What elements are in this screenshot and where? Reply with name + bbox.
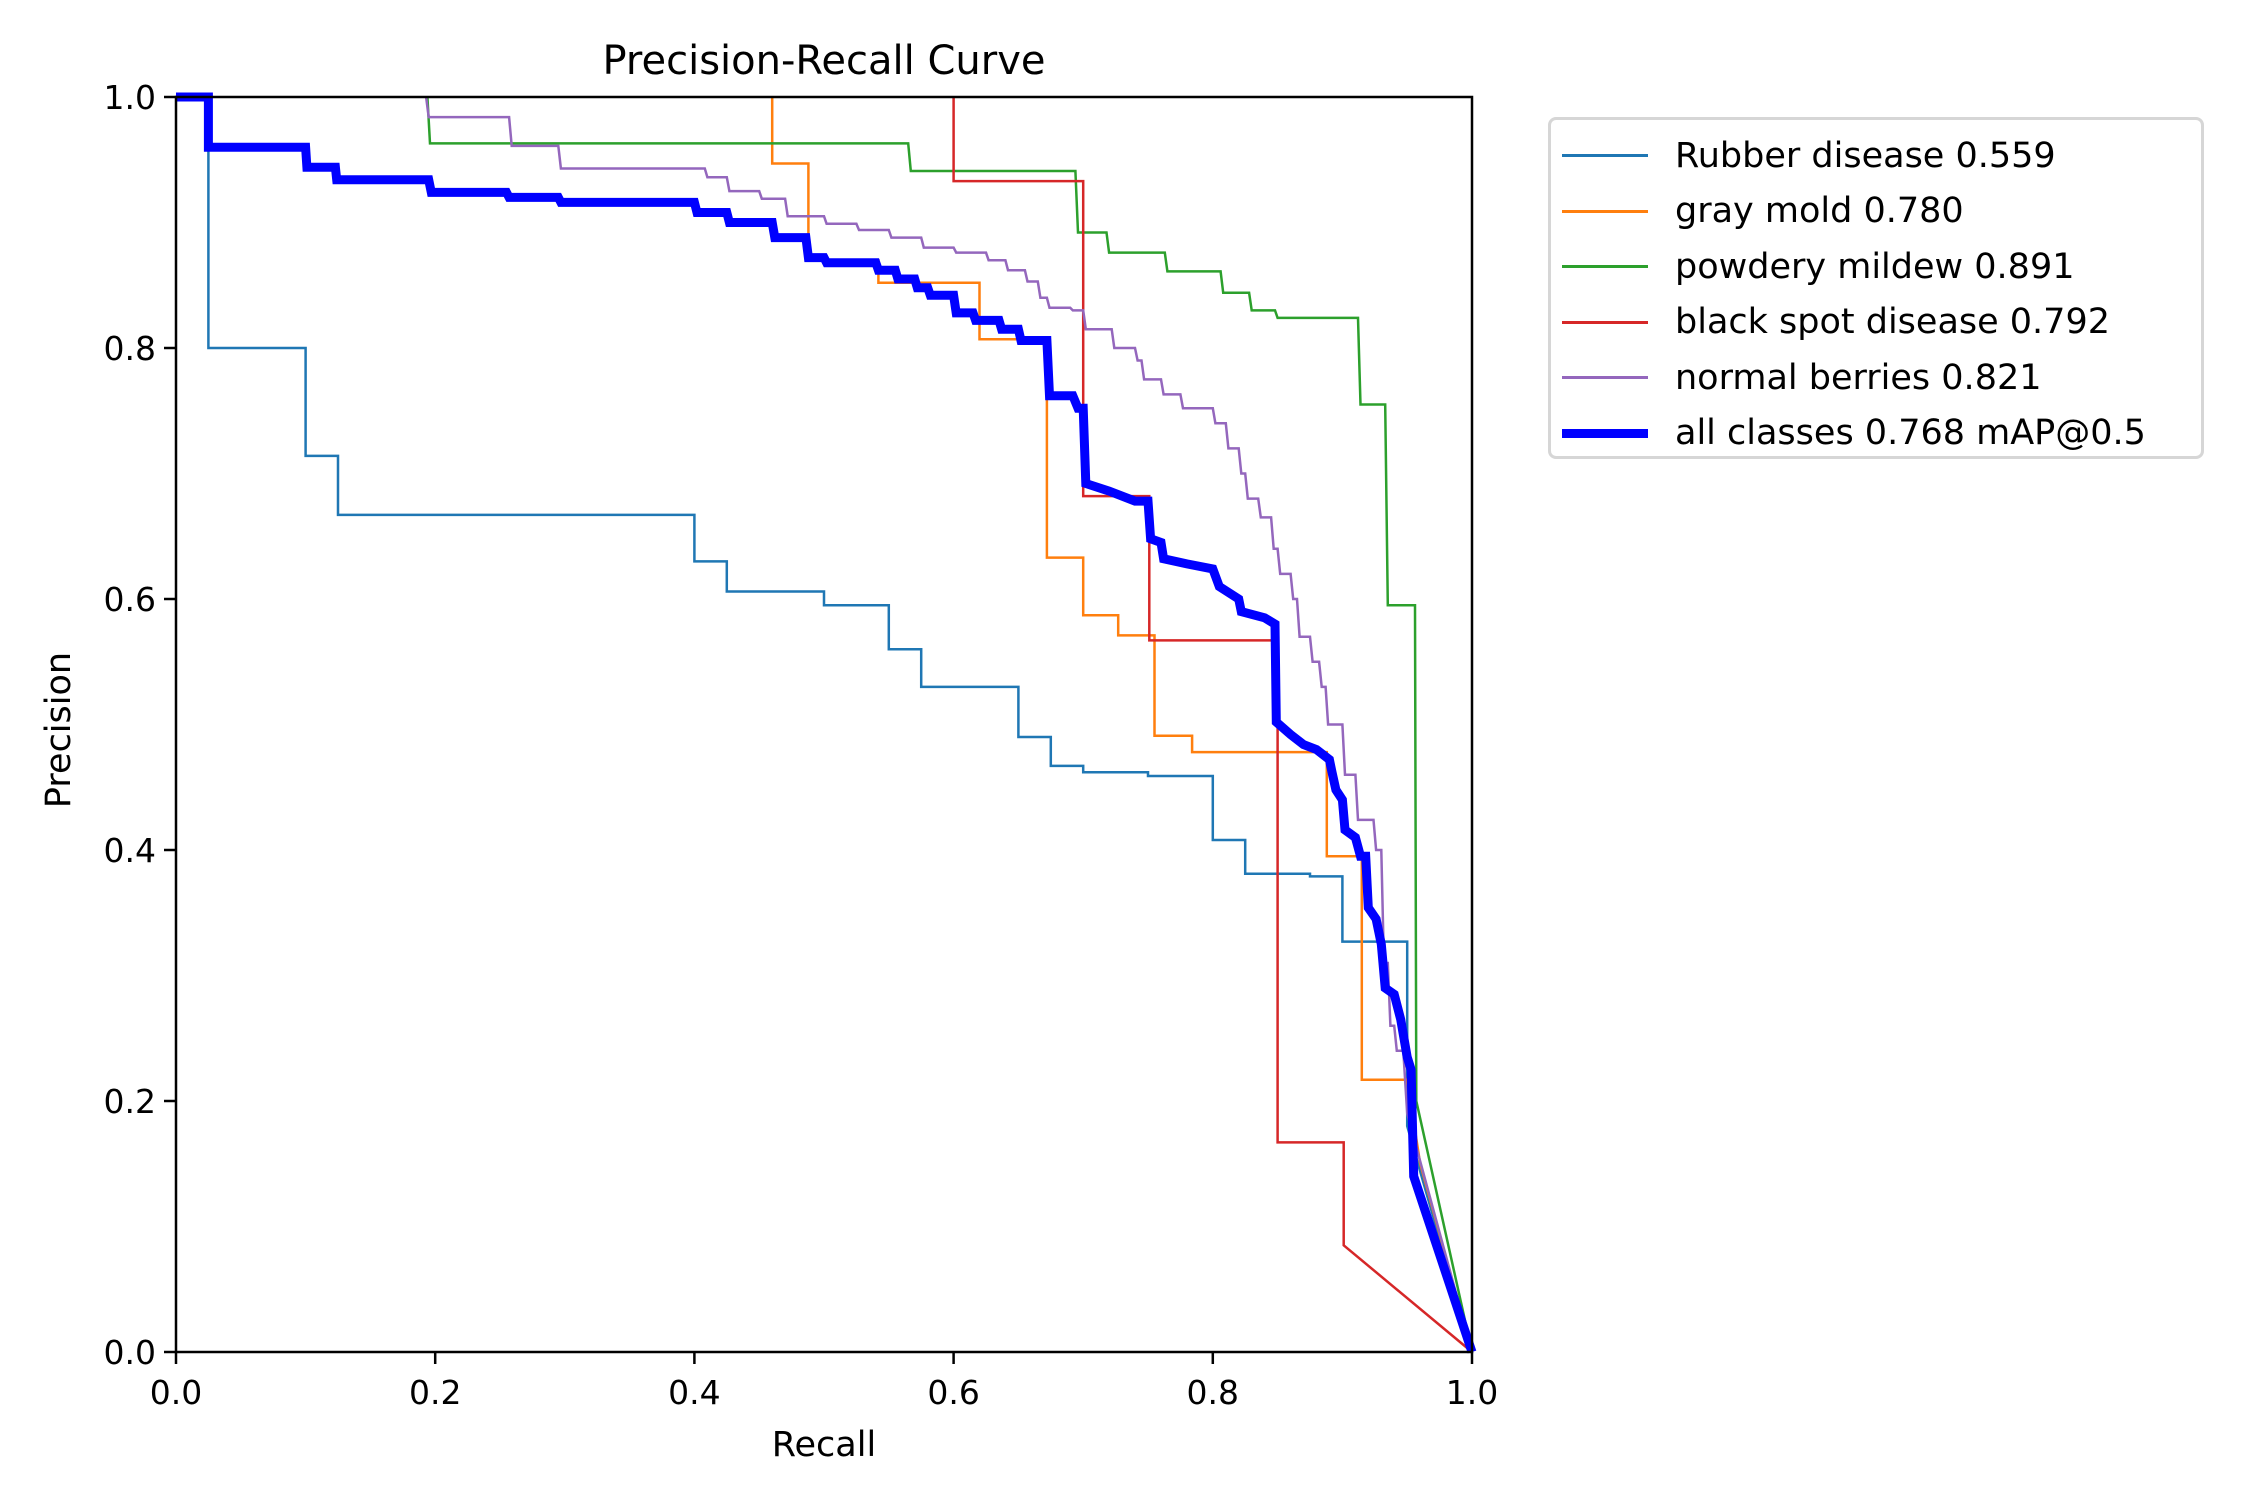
- x-axis: 0.0 0.2 0.4 0.6 0.8 1.0: [150, 1352, 1498, 1412]
- series-line-4: [424, 96, 1474, 1353]
- legend-swatch: [1562, 320, 1648, 324]
- series-line-5: [176, 92, 1477, 1354]
- x-tick-label: 0.8: [1187, 1373, 1239, 1412]
- plot-frame: [174, 95, 1474, 1354]
- x-axis-label: Recall: [772, 1425, 876, 1465]
- y-tick-label: 0.6: [104, 580, 156, 619]
- y-tick-label: 0.2: [104, 1082, 156, 1121]
- chart-title: Precision-Recall Curve: [603, 38, 1046, 84]
- legend-item: gray mold 0.780: [1551, 184, 2201, 239]
- x-tick-label: 0.2: [409, 1373, 461, 1412]
- legend-label: black spot disease 0.792: [1675, 302, 2110, 342]
- legend-swatch: [1562, 376, 1648, 379]
- legend-label: Rubber disease 0.559: [1675, 135, 2056, 176]
- series-line-1: [770, 97, 1474, 1353]
- legend-item: Rubber disease 0.559: [1551, 128, 2201, 183]
- x-tick-label: 0.4: [668, 1373, 720, 1412]
- legend: Rubber disease 0.559 gray mold 0.780 powde…: [1548, 117, 2204, 459]
- series-line-2: [426, 96, 1474, 1353]
- legend-swatch: [1562, 428, 1648, 438]
- x-tick-label: 1.0: [1446, 1373, 1498, 1412]
- legend-swatch: [1562, 154, 1648, 157]
- legend-swatch: [1562, 265, 1648, 268]
- legend-label: gray mold 0.780: [1675, 191, 1964, 231]
- legend-item: all classes 0.768 mAP@0.5: [1551, 406, 2201, 461]
- y-tick-label: 0.4: [104, 831, 156, 870]
- y-tick-label: 1.0: [104, 78, 156, 117]
- series-line-3: [952, 97, 1473, 1353]
- legend-label: powdery mildew 0.891: [1675, 246, 2075, 287]
- legend-item: normal berries 0.821: [1551, 350, 2201, 405]
- legend-item: powdery mildew 0.891: [1551, 239, 2201, 294]
- legend-label: all classes 0.768 mAP@0.5: [1675, 413, 2146, 453]
- y-axis-label: Precision: [39, 652, 79, 808]
- legend-swatch: [1562, 209, 1648, 213]
- legend-item: black spot disease 0.792: [1551, 295, 2201, 350]
- y-axis: 0.0 0.2 0.4 0.6 0.8 1.0: [104, 78, 176, 1372]
- y-tick-label: 0.0: [104, 1333, 156, 1372]
- legend-label: normal berries 0.821: [1675, 357, 2042, 398]
- series-layer: [176, 92, 1477, 1354]
- x-tick-label: 0.6: [927, 1373, 979, 1412]
- y-tick-label: 0.8: [104, 329, 156, 368]
- x-tick-label: 0.0: [150, 1373, 202, 1412]
- series-line-0: [176, 95, 1474, 1353]
